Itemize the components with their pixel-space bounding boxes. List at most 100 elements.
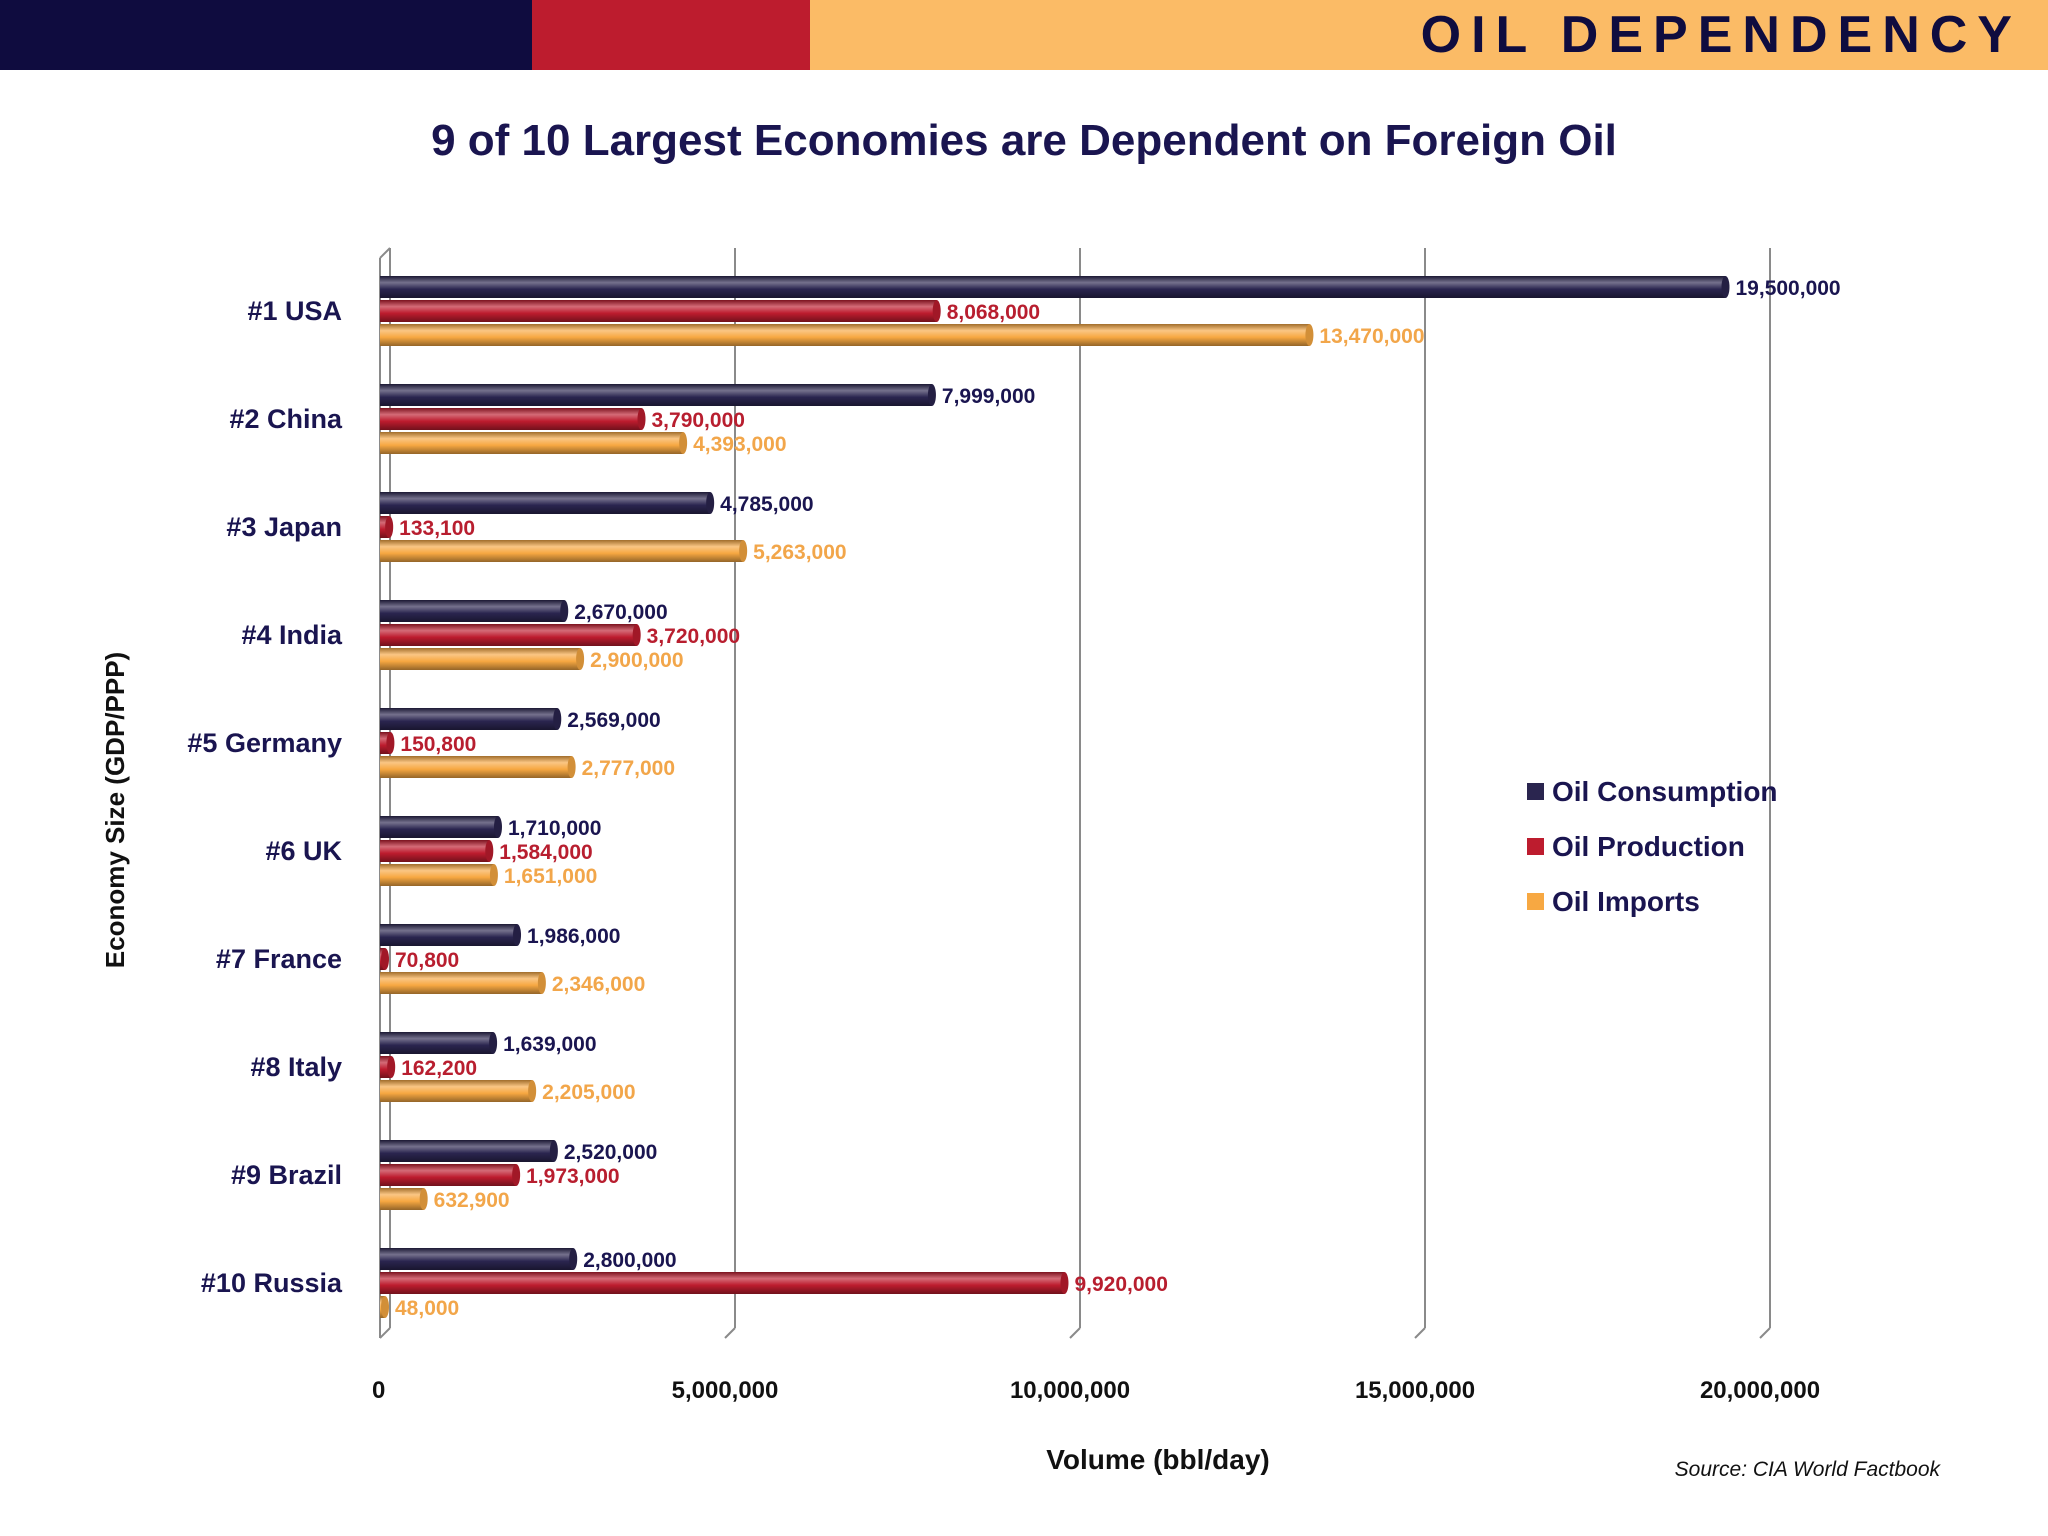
data-label-1-1: 3,790,000: [652, 409, 745, 432]
bar-cap-0-0: [1721, 276, 1730, 298]
data-label-2-3: 2,900,000: [590, 649, 683, 672]
data-label-2-7: 2,205,000: [542, 1081, 635, 1104]
source-note: Source: CIA World Factbook: [1674, 1458, 1940, 1481]
category-label-2: #3 Japan: [226, 512, 342, 542]
chart-data-labels: 19,500,000 8,068,000 13,470,000 7,999,000 3,…: [395, 277, 1841, 1320]
bar-cap-2-1: [679, 432, 688, 454]
bar-cap-0-1: [927, 384, 936, 406]
category-label-6: #7 France: [216, 944, 342, 974]
data-label-2-5: 1,651,000: [504, 865, 597, 888]
x-tick-label-4: 20,000,000: [1700, 1377, 1820, 1404]
bar-0-0: [380, 276, 1726, 298]
legend-swatch-production: [1527, 838, 1544, 855]
legend-item-production: Oil Production: [1527, 819, 1778, 874]
bar-cap-0-2: [706, 492, 715, 514]
data-label-1-3: 3,720,000: [647, 625, 740, 648]
bar-cap-1-8: [512, 1164, 521, 1186]
banner-title: OIL DEPENDENCY: [1420, 6, 2022, 64]
category-label-5: #6 UK: [265, 836, 342, 866]
data-label-0-4: 2,569,000: [567, 709, 660, 732]
data-label-0-0: 19,500,000: [1736, 277, 1841, 300]
bar-1-9: [380, 1272, 1065, 1294]
bar-2-7: [380, 1080, 533, 1102]
data-label-1-9: 9,920,000: [1074, 1273, 1167, 1296]
banner-red-segment: [532, 0, 810, 70]
bar-cap-2-9: [381, 1296, 389, 1318]
bar-0-6: [380, 924, 518, 946]
category-label-9: #10 Russia: [201, 1268, 343, 1298]
bar-cap-2-5: [489, 864, 498, 886]
floor-line-3: [1414, 1327, 1426, 1339]
header-banner: OIL DEPENDENCY: [0, 0, 2048, 70]
legend-label-production: Oil Production: [1552, 830, 1745, 862]
bar-2-4: [380, 756, 572, 778]
category-label-0: #1 USA: [247, 296, 342, 326]
floor-line-0: [379, 1327, 391, 1339]
chart-category-labels: #1 USA #2 China #3 Japan #4 India #5 Germany…: [187, 296, 343, 1298]
bar-cap-1-1: [637, 408, 646, 430]
legend-item-consumption: Oil Consumption: [1527, 764, 1778, 819]
bar-cap-1-4: [386, 732, 395, 754]
bar-2-3: [380, 648, 581, 670]
bar-0-2: [380, 492, 711, 514]
bar-cap-2-4: [567, 756, 576, 778]
chart-bars: [380, 276, 1730, 1318]
floor-line-2: [1069, 1327, 1081, 1339]
chart-tick-labels: 0 5,000,000 10,000,000 15,000,000 20,000,000: [372, 1377, 1820, 1404]
banner-gold-segment: [810, 0, 2048, 70]
banner-navy-segment: [0, 0, 532, 70]
data-label-2-1: 4,393,000: [693, 433, 786, 456]
bar-1-7: [380, 1056, 392, 1078]
data-label-1-4: 150,800: [400, 733, 476, 756]
data-label-1-6: 70,800: [395, 949, 459, 972]
bar-1-2: [380, 516, 390, 538]
bar-cap-0-8: [549, 1140, 558, 1162]
bar-0-7: [380, 1032, 494, 1054]
bar-cap-1-5: [485, 840, 494, 862]
bar-0-8: [380, 1140, 554, 1162]
data-label-1-8: 1,973,000: [526, 1165, 619, 1188]
category-label-1: #2 China: [229, 404, 343, 434]
data-label-0-3: 2,670,000: [574, 601, 667, 624]
bar-cap-1-0: [932, 300, 941, 322]
data-label-2-0: 13,470,000: [1319, 325, 1424, 348]
data-label-0-5: 1,710,000: [508, 817, 601, 840]
bar-cap-0-6: [513, 924, 522, 946]
bar-cap-2-3: [576, 648, 585, 670]
legend-label-consumption: Oil Consumption: [1552, 775, 1778, 807]
legend-label-imports: Oil Imports: [1552, 885, 1700, 917]
bar-2-8: [380, 1188, 424, 1210]
data-label-2-2: 5,263,000: [753, 541, 846, 564]
x-tick-label-3: 15,000,000: [1355, 1377, 1475, 1404]
category-label-8: #9 Brazil: [231, 1160, 342, 1190]
bar-0-4: [380, 708, 558, 730]
bar-0-9: [380, 1248, 574, 1270]
x-tick-label-1: 5,000,000: [672, 1377, 779, 1404]
bar-cap-1-6: [381, 948, 389, 970]
chart-legend: Oil Consumption Oil Production Oil Impor…: [1527, 764, 1778, 929]
bar-2-0: [380, 324, 1310, 346]
bar-cap-2-2: [739, 540, 748, 562]
bar-cap-0-9: [569, 1248, 578, 1270]
legend-item-imports: Oil Imports: [1527, 874, 1778, 929]
data-label-1-0: 8,068,000: [947, 301, 1040, 324]
bar-2-6: [380, 972, 542, 994]
data-label-0-8: 2,520,000: [564, 1141, 657, 1164]
bar-1-5: [380, 840, 490, 862]
category-label-4: #5 Germany: [187, 728, 342, 758]
data-label-2-8: 632,900: [434, 1189, 510, 1212]
bar-0-1: [380, 384, 932, 406]
data-label-0-7: 1,639,000: [503, 1033, 596, 1056]
legend-swatch-consumption: [1527, 783, 1544, 800]
bar-cap-0-5: [493, 816, 502, 838]
bar-2-5: [380, 864, 494, 886]
y-axis-label: Economy Size (GDP/PPP): [100, 652, 130, 968]
floor-line-4: [1759, 1327, 1771, 1339]
bar-cap-1-2: [385, 516, 394, 538]
bar-cap-2-7: [528, 1080, 537, 1102]
x-axis-label: Volume (bbl/day): [1046, 1444, 1270, 1475]
data-label-2-6: 2,346,000: [552, 973, 645, 996]
bar-1-1: [380, 408, 642, 430]
bar-cap-2-0: [1305, 324, 1314, 346]
bar-cap-1-7: [387, 1056, 396, 1078]
